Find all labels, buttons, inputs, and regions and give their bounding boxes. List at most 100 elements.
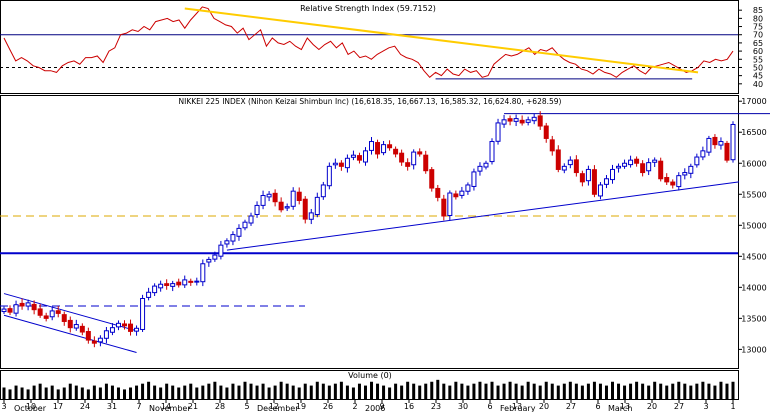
- volume-bar: [508, 381, 512, 399]
- candle-body: [573, 159, 579, 174]
- x-tick-label: 3: [1, 402, 6, 411]
- x-tick-label: 24: [80, 402, 90, 411]
- volume-bar: [677, 381, 681, 399]
- candle-body: [579, 173, 585, 183]
- volume-bar: [424, 383, 428, 399]
- volume-bar: [201, 385, 205, 399]
- volume-bar: [285, 383, 289, 399]
- volume-bar: [116, 387, 120, 399]
- candle-body: [55, 310, 61, 314]
- price-frame: [0, 95, 739, 369]
- rsi-line: [3, 6, 734, 78]
- volume-bar: [562, 383, 566, 399]
- candle-body: [230, 234, 236, 242]
- candle-body: [585, 168, 591, 182]
- x-tick-label: 26: [323, 402, 333, 411]
- x-month-label: December: [257, 404, 299, 412]
- volume-bar: [683, 383, 687, 399]
- x-month-label: October: [14, 404, 47, 412]
- candle-body: [350, 154, 356, 158]
- x-month-label: February: [500, 404, 536, 412]
- candle-body: [356, 155, 362, 161]
- volume-bar: [538, 385, 542, 399]
- candle-body: [537, 115, 543, 127]
- x-tick-label: 12: [269, 402, 279, 411]
- volume-bar: [327, 385, 331, 399]
- volume-bar: [267, 387, 271, 399]
- volume-bar: [689, 385, 693, 399]
- candle-body: [369, 141, 375, 151]
- volume-bar: [719, 381, 723, 399]
- candle-body: [146, 291, 152, 298]
- candle-body: [109, 327, 115, 333]
- candle-body: [549, 139, 555, 152]
- volume-bar: [665, 385, 669, 399]
- volume-bar: [611, 381, 615, 399]
- candle-body: [272, 192, 278, 203]
- volume-bar: [147, 381, 151, 399]
- candle-body: [302, 198, 308, 220]
- volume-bar: [671, 383, 675, 399]
- candle-body: [417, 151, 423, 155]
- candle-body: [519, 119, 525, 124]
- volume-panel: Volume (0): [0, 370, 739, 400]
- volume-bar: [165, 383, 169, 399]
- candle-body: [471, 171, 477, 187]
- candle-body: [423, 154, 429, 172]
- volume-bar: [574, 383, 578, 399]
- volume-bar: [14, 385, 18, 399]
- candle-body: [338, 162, 344, 167]
- price-tick-label: 15000: [741, 221, 766, 230]
- volume-bar: [333, 383, 337, 399]
- candle-body: [447, 192, 453, 216]
- price-tick-label: 13000: [741, 345, 766, 354]
- volume-bar: [159, 387, 163, 399]
- volume-bar: [442, 383, 446, 399]
- volume-bar: [412, 383, 416, 399]
- price-title: NIKKEI 225 INDEX (Nihon Keizai Shimbun I…: [179, 97, 562, 106]
- volume-bar: [623, 385, 627, 399]
- volume-bar: [725, 383, 729, 399]
- candle-body: [79, 325, 85, 333]
- candle-body: [31, 303, 37, 311]
- volume-bar: [653, 381, 657, 399]
- x-month-label: March: [608, 404, 632, 412]
- volume-bar: [80, 387, 84, 399]
- volume-bar: [291, 385, 295, 399]
- volume-bar: [394, 383, 398, 399]
- volume-bar: [219, 385, 223, 399]
- volume-bar: [604, 385, 608, 399]
- candle-body: [513, 118, 519, 122]
- volume-bar: [454, 381, 458, 399]
- candle-body: [706, 137, 712, 153]
- candle-body: [429, 169, 435, 189]
- volume-bar: [382, 385, 386, 399]
- candle-body: [670, 181, 676, 186]
- candle-body: [730, 123, 736, 161]
- volume-bar: [466, 385, 470, 399]
- candle-body: [19, 302, 25, 307]
- candle-body: [591, 169, 597, 195]
- x-tick-label: 27: [674, 402, 684, 411]
- volume-bar: [261, 383, 265, 399]
- candle-body: [676, 175, 682, 188]
- volume-bar: [520, 385, 524, 399]
- x-tick-label: 2: [352, 402, 357, 411]
- candle-body: [91, 340, 97, 344]
- volume-bar: [183, 385, 187, 399]
- volume-bar: [502, 383, 506, 399]
- volume-bar: [532, 383, 536, 399]
- rsi-frame: [0, 0, 739, 94]
- price-trendline-channel-lower: [3, 314, 137, 353]
- candle-body: [712, 136, 718, 146]
- volume-bar: [207, 383, 211, 399]
- candle-body: [682, 172, 688, 176]
- price-tick-label: 17000: [741, 97, 766, 106]
- volume-bar: [104, 383, 108, 399]
- volume-bar: [225, 387, 229, 399]
- volume-bar: [315, 381, 319, 399]
- candle-body: [103, 330, 109, 339]
- volume-frame: [0, 370, 739, 400]
- x-tick-label: 17: [53, 402, 63, 411]
- volume-bar: [129, 387, 133, 399]
